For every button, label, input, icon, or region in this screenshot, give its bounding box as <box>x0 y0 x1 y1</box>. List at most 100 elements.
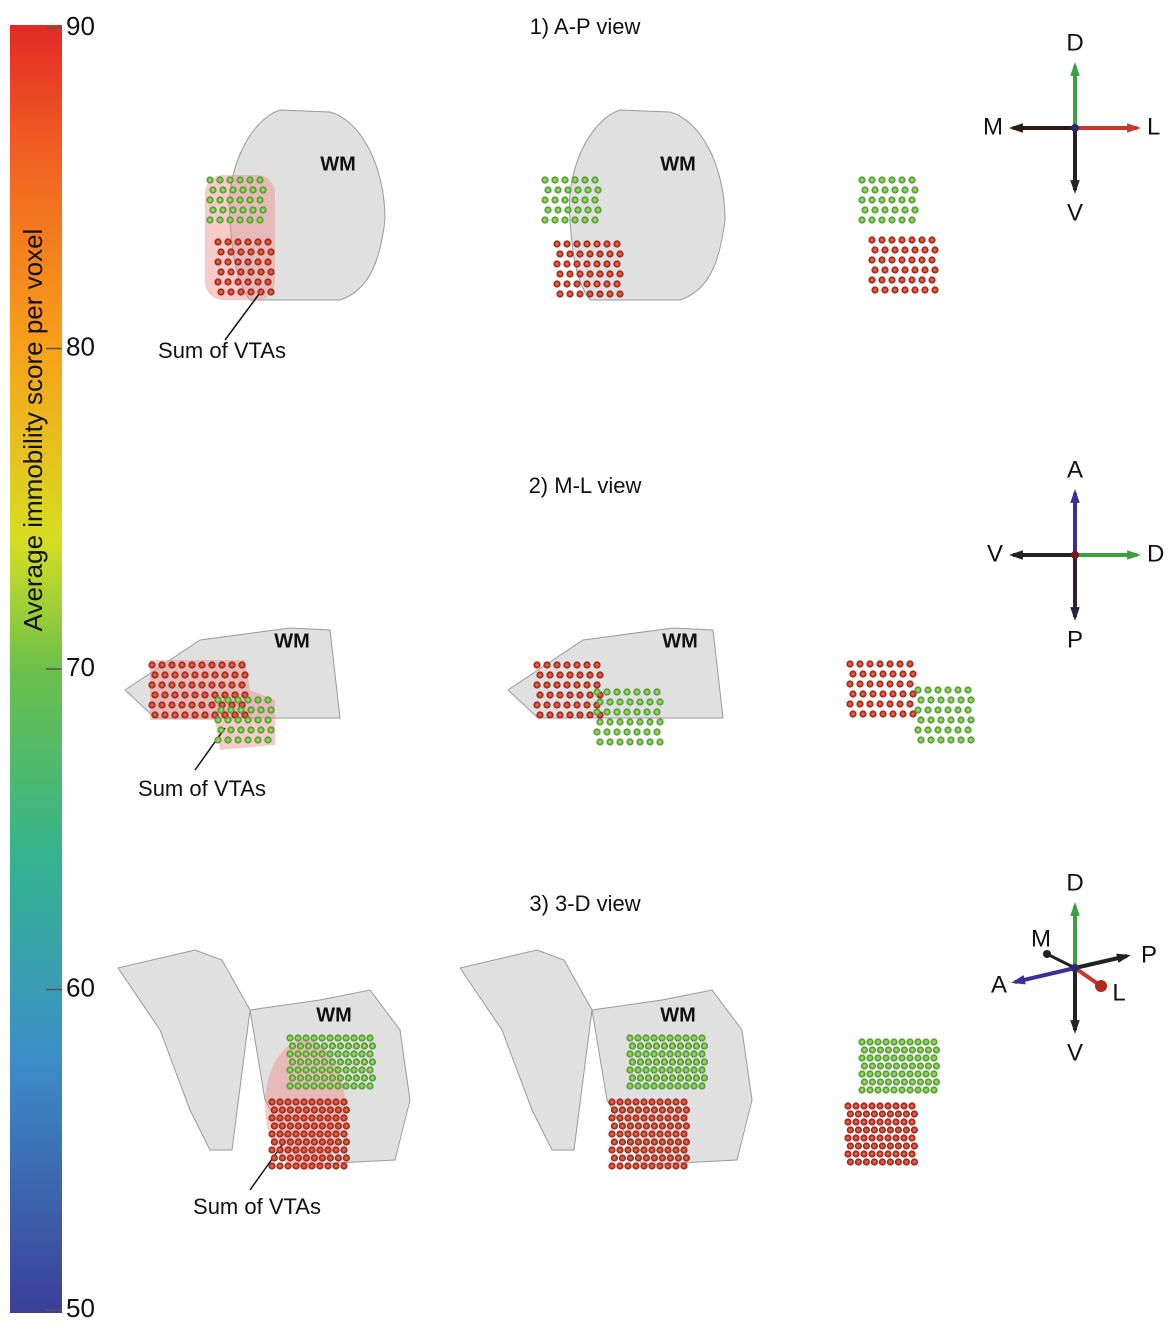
voxel <box>596 718 603 725</box>
voxel <box>847 1158 854 1165</box>
voxel <box>701 1074 708 1081</box>
arrow-head <box>1127 123 1141 133</box>
annotation: Sum of VTAs <box>138 776 266 801</box>
voxel <box>887 1110 894 1117</box>
voxel <box>868 216 875 223</box>
voxel <box>191 691 198 698</box>
voxel <box>583 280 590 287</box>
voxel <box>674 1050 681 1057</box>
voxel <box>593 681 600 688</box>
voxel <box>906 1070 913 1077</box>
voxel <box>327 1138 334 1145</box>
renderings <box>118 110 752 1190</box>
voxel <box>308 1098 315 1105</box>
voxel <box>859 690 866 697</box>
voxel <box>268 1146 275 1153</box>
voxel <box>259 186 266 193</box>
voxel <box>632 1114 639 1121</box>
voxel <box>606 698 613 705</box>
voxel <box>901 1046 908 1053</box>
colorbar-tick-label: 70 <box>66 652 95 682</box>
voxel <box>627 1154 634 1161</box>
voxel <box>860 1118 867 1125</box>
voxel <box>284 1114 291 1121</box>
voxel <box>158 701 165 708</box>
voxel <box>201 711 208 718</box>
voxel <box>626 738 633 745</box>
voxel <box>651 1138 658 1145</box>
voxel <box>318 1082 325 1089</box>
voxel <box>239 186 246 193</box>
voxel <box>276 1114 283 1121</box>
voxel <box>316 1162 323 1169</box>
voxel <box>653 688 660 695</box>
voxel <box>911 1158 918 1165</box>
voxel <box>583 661 590 668</box>
voxel <box>893 1078 900 1085</box>
voxel <box>898 256 905 263</box>
voxel <box>886 660 893 667</box>
voxel <box>350 1066 357 1073</box>
voxel <box>287 1122 294 1129</box>
voxel <box>895 1142 902 1149</box>
voxel <box>279 1122 286 1129</box>
voxel <box>967 716 974 723</box>
voxel <box>675 1138 682 1145</box>
voxel <box>366 1050 373 1057</box>
voxel <box>903 1158 910 1165</box>
voxel <box>954 726 961 733</box>
voxel <box>603 708 610 715</box>
voxel <box>564 186 571 193</box>
voxel <box>181 671 188 678</box>
voxel <box>658 1066 665 1073</box>
voxel <box>957 696 964 703</box>
orientation-arrow <box>1047 954 1075 968</box>
orientation-label: D <box>1147 540 1164 567</box>
voxel <box>546 671 553 678</box>
voxel <box>302 1082 309 1089</box>
voxel <box>890 1054 897 1061</box>
voxel <box>216 196 223 203</box>
voxel <box>300 1130 307 1137</box>
voxel <box>217 248 224 255</box>
voxel <box>877 1046 884 1053</box>
voxel <box>151 711 158 718</box>
voxel <box>922 1038 929 1045</box>
voxel <box>892 1102 899 1109</box>
voxel <box>891 266 898 273</box>
voxel <box>896 680 903 687</box>
voxel <box>332 1162 339 1169</box>
voxel <box>927 736 934 743</box>
voxel <box>891 286 898 293</box>
voxel <box>640 1162 647 1169</box>
voxel <box>619 1138 626 1145</box>
voxel <box>541 196 548 203</box>
voxel <box>284 1098 291 1105</box>
voxel <box>906 1086 913 1093</box>
voxel <box>563 701 570 708</box>
colorbar-tick-label: 50 <box>66 1293 95 1323</box>
voxel <box>254 696 261 703</box>
voxel <box>879 670 886 677</box>
voxel <box>586 671 593 678</box>
voxel <box>636 738 643 745</box>
voxel <box>188 661 195 668</box>
orientation-label: A <box>991 971 1007 998</box>
voxel <box>366 1034 373 1041</box>
voxel <box>584 186 591 193</box>
voxel <box>216 216 223 223</box>
voxel <box>858 1070 865 1077</box>
arrow-head <box>1011 975 1026 984</box>
voxel <box>533 701 540 708</box>
voxel <box>268 1098 275 1105</box>
voxel <box>308 1114 315 1121</box>
voxel <box>656 1130 663 1137</box>
voxel <box>925 1062 932 1069</box>
voxel <box>566 290 573 297</box>
voxel <box>858 1054 865 1061</box>
voxel <box>674 1034 681 1041</box>
voxel <box>672 1098 679 1105</box>
orientation-center <box>1071 964 1079 972</box>
voxel <box>335 1154 342 1161</box>
voxel <box>901 206 908 213</box>
